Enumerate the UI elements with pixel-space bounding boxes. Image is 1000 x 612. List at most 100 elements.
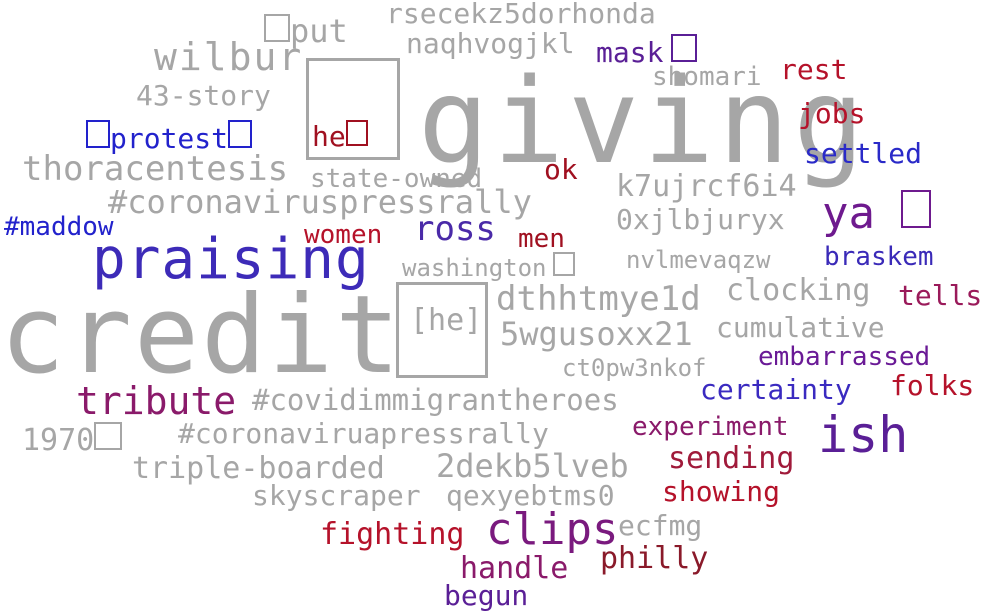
tofu-box-icon (264, 14, 290, 42)
word-5wgusoxx21: 5wgusoxx21 (500, 318, 693, 350)
word-text: 1970 (22, 423, 95, 458)
word-dthhtmye1d: dthhtmye1d (496, 282, 701, 316)
word-text: rest (780, 53, 848, 86)
word-tells: tells (898, 282, 982, 310)
word-text: settled (804, 137, 923, 170)
word-skyscraper: skyscraper (252, 482, 421, 510)
tofu-box-icon (901, 190, 932, 228)
word-k7ujrcf6i4: k7ujrcf6i4 (616, 172, 797, 202)
word-text: [he] (410, 303, 483, 338)
word-text: braskem (824, 242, 934, 272)
tofu-box-icon (671, 34, 698, 62)
word-text: protest (110, 122, 229, 155)
word-ecfmg: ecfmg (618, 512, 702, 540)
word-qexyebtms0: qexyebtms0 (446, 482, 615, 510)
word-experiment: experiment (632, 414, 789, 440)
word-43-story: 43-story (136, 82, 271, 110)
word-text: sending (668, 441, 795, 476)
word-text: ross (414, 209, 496, 249)
word-text: #coronaviruspressrally (108, 183, 532, 221)
word-settled: settled (804, 140, 922, 168)
word-text: experiment (632, 412, 789, 442)
word-ya: ya (822, 190, 932, 236)
word-embarrassed: embarrassed (758, 344, 930, 370)
word-1970: 1970 (22, 422, 123, 458)
word-rsecekz5dorhonda: rsecekz5dorhonda (386, 0, 656, 28)
word-jobs: jobs (798, 100, 865, 128)
word-wilbur: wilbur (154, 38, 303, 76)
word-naqhvogjkl: naqhvogjkl (406, 30, 575, 58)
word-tribute: tribute (76, 382, 236, 420)
word-text: #coronaviruapressrally (178, 417, 549, 450)
word-text: tells (898, 279, 983, 312)
word-text: triple-boarded (132, 451, 385, 486)
word-text: philly (600, 541, 709, 576)
word-text: showing (662, 475, 781, 508)
word-philly: philly (600, 544, 708, 574)
word-shomari: shomari (652, 64, 762, 90)
word-he: he (312, 120, 368, 151)
word-nvlmevaqzw: nvlmevaqzw (626, 248, 771, 272)
word-text: state-owned (310, 164, 483, 194)
word-text: ok (544, 153, 578, 186)
word-text: wilbur (154, 35, 304, 79)
word-giving: giving (418, 62, 868, 180)
word-text: tribute (76, 379, 237, 423)
word-text: ct0pw3nkof (562, 354, 707, 382)
word-text: embarrassed (758, 342, 931, 372)
large-tofu-box-left (306, 58, 400, 160)
word-text: qexyebtms0 (446, 479, 615, 512)
tofu-box-icon (94, 422, 123, 450)
word-text: cumulative (716, 311, 885, 344)
word-protest: protest (86, 120, 253, 155)
word-text: ecfmg (618, 509, 703, 542)
tofu-box-icon (345, 120, 368, 146)
word-cumulative: cumulative (716, 314, 885, 342)
word-text: clocking (726, 273, 871, 308)
word-state-owned: state-owned (310, 166, 482, 192)
word-text: credit (0, 273, 403, 398)
word-rest: rest (780, 56, 847, 84)
word-text: thoracentesis (22, 149, 289, 189)
word-begun: begun (444, 582, 528, 610)
tofu-box-icon (228, 120, 253, 148)
word-put: put (264, 14, 348, 47)
word-maddow: #maddow (4, 214, 114, 240)
word-washington: washington (402, 252, 575, 280)
word-men: men (518, 226, 565, 252)
large-tofu-box-center (396, 282, 488, 378)
word-text: folks (890, 369, 975, 402)
word-text: put (290, 12, 348, 50)
word-braskem: braskem (824, 244, 934, 270)
word-text: dthhtmye1d (496, 279, 701, 319)
word-text: 0xjlbjuryx (616, 203, 785, 236)
word-text: #covidimmigrantheroes (252, 383, 619, 417)
word-text: mask (596, 36, 664, 69)
word-showing: showing (662, 478, 780, 506)
word-text: 5wgusoxx21 (500, 315, 693, 353)
word-text: begun (444, 579, 529, 612)
word-text: nvlmevaqzw (626, 246, 771, 274)
word-fighting: fighting (320, 520, 465, 550)
word-he-bracketed: [he] (410, 306, 482, 336)
word-text: skyscraper (252, 479, 421, 512)
word-2dekb5lveb: 2dekb5lveb (436, 450, 629, 482)
word-coronaviruspressrally: #coronaviruspressrally (108, 186, 532, 218)
word-text: shomari (652, 62, 762, 92)
word-text: washington (402, 254, 547, 282)
word-ross: ross (414, 212, 496, 246)
word-text: k7ujrcf6i4 (616, 169, 797, 204)
word-0xjlbjuryx: 0xjlbjuryx (616, 206, 785, 234)
word-text: clips (486, 504, 619, 555)
word-text: 43-story (136, 79, 271, 112)
tofu-box-icon (86, 120, 110, 148)
word-text: naqhvogjkl (406, 27, 575, 60)
word-folks: folks (890, 372, 974, 400)
word-sending: sending (668, 444, 794, 474)
word-text: giving (418, 52, 869, 190)
word-text: ish (818, 406, 909, 464)
word-text: fighting (320, 517, 465, 552)
word-mask: mask (596, 34, 698, 69)
word-certainty: certainty (700, 376, 852, 404)
word-text: rsecekz5dorhonda (386, 0, 656, 30)
